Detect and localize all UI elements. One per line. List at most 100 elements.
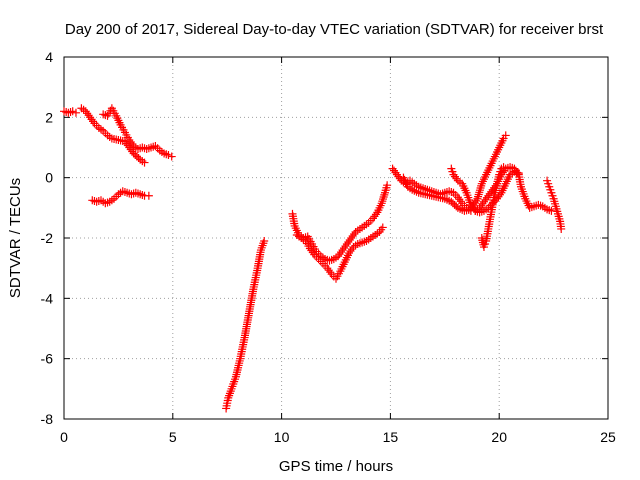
- data-point: [456, 197, 465, 206]
- data-point: [342, 240, 351, 249]
- data-point: [388, 164, 397, 173]
- data-point: [452, 174, 461, 183]
- data-point: [390, 166, 399, 175]
- y-tick-label: 4: [45, 49, 53, 65]
- data-point: [479, 197, 488, 206]
- data-point: [449, 170, 458, 179]
- data-markers: [60, 104, 566, 413]
- data-point: [260, 237, 269, 246]
- data-point: [391, 168, 400, 177]
- data-point: [147, 143, 156, 152]
- data-point: [125, 135, 134, 144]
- data-point: [144, 191, 153, 200]
- data-point: [138, 143, 147, 152]
- data-point: [71, 108, 80, 117]
- data-point: [346, 247, 355, 256]
- x-tick-label: 15: [383, 429, 399, 445]
- data-point: [339, 244, 348, 253]
- y-tick-label: 2: [45, 109, 53, 125]
- y-axis-label: SDTVAR / TECUs: [7, 178, 24, 298]
- y-tick-label: -6: [41, 351, 54, 367]
- x-tick-label: 25: [600, 429, 616, 445]
- data-point: [383, 181, 392, 190]
- grid-lines: [64, 57, 608, 419]
- data-point: [83, 109, 92, 118]
- axis-ticks: [63, 56, 609, 420]
- data-point: [478, 199, 487, 208]
- data-point: [468, 202, 477, 211]
- data-point: [453, 193, 462, 202]
- data-point: [335, 250, 344, 259]
- data-point: [324, 266, 333, 275]
- data-point: [494, 192, 503, 201]
- data-point: [64, 108, 73, 117]
- data-point: [466, 200, 475, 209]
- data-point: [482, 193, 491, 202]
- data-point: [344, 238, 353, 247]
- data-point: [394, 172, 403, 181]
- data-point: [557, 224, 566, 233]
- data-point: [475, 186, 484, 195]
- data-point: [136, 190, 145, 199]
- data-point: [392, 170, 401, 179]
- data-point: [412, 187, 421, 196]
- data-point: [334, 252, 343, 261]
- data-point: [326, 268, 335, 277]
- data-point: [484, 191, 493, 200]
- data-point: [307, 246, 316, 255]
- data-point: [347, 245, 356, 254]
- data-point: [450, 172, 459, 181]
- y-tick-label: -4: [41, 290, 54, 306]
- y-tick-label: 0: [45, 170, 53, 186]
- data-point: [475, 188, 484, 197]
- data-point: [442, 195, 451, 204]
- data-point: [379, 192, 388, 201]
- y-tick-label: -8: [41, 411, 54, 427]
- data-point: [128, 139, 137, 148]
- x-tick-label: 0: [60, 429, 68, 445]
- data-point: [88, 196, 97, 205]
- y-tick-label: -2: [41, 230, 54, 246]
- data-point: [341, 242, 350, 251]
- data-point: [499, 163, 508, 172]
- data-point: [485, 189, 494, 198]
- data-point: [380, 190, 389, 199]
- data-point: [371, 210, 380, 219]
- data-point: [348, 231, 357, 240]
- data-point: [66, 108, 75, 117]
- data-point: [337, 248, 346, 257]
- x-tick-labels: 0 5 10 15 20 25: [60, 429, 616, 445]
- data-point: [378, 223, 387, 232]
- data-point: [477, 201, 486, 210]
- x-tick-label: 20: [491, 429, 507, 445]
- data-point: [60, 107, 68, 116]
- chart-title: Day 200 of 2017, Sidereal Day-to-day VTE…: [65, 21, 604, 38]
- data-point: [370, 212, 379, 221]
- data-point: [167, 152, 176, 161]
- data-point: [323, 264, 332, 273]
- data-point: [123, 188, 132, 197]
- data-point: [481, 195, 490, 204]
- data-point: [126, 137, 135, 146]
- data-point: [79, 105, 88, 114]
- data-point: [81, 107, 90, 116]
- y-tick-labels: -8 -6 -4 -2 0 2 4: [41, 49, 54, 427]
- data-point: [96, 125, 105, 134]
- data-point: [305, 244, 314, 253]
- data-point: [308, 248, 317, 257]
- x-tick-label: 5: [169, 429, 177, 445]
- data-point: [501, 131, 510, 140]
- data-point: [345, 249, 354, 258]
- x-axis-label: GPS time / hours: [279, 458, 393, 475]
- data-point: [86, 113, 95, 122]
- data-point: [89, 117, 98, 126]
- data-point: [455, 195, 464, 204]
- data-point: [140, 158, 149, 167]
- data-point: [338, 246, 347, 255]
- data-point: [84, 111, 93, 120]
- data-point: [87, 115, 96, 124]
- data-point: [395, 174, 404, 183]
- data-point: [101, 111, 110, 120]
- data-point: [514, 169, 523, 178]
